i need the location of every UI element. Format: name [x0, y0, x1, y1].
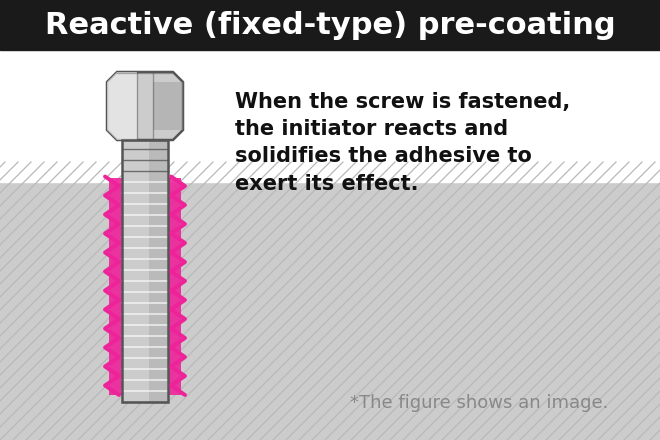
- Polygon shape: [107, 72, 137, 140]
- Bar: [0, 182, 660, 440]
- Text: Reactive (fixed-type) pre-coating: Reactive (fixed-type) pre-coating: [45, 11, 615, 40]
- Polygon shape: [107, 72, 183, 140]
- Bar: [0, 50, 660, 182]
- Text: When the screw is fastened,
the initiator reacts and
solidifies the adhesive to
: When the screw is fastened, the initiato…: [235, 92, 570, 194]
- Text: *The figure shows an image.: *The figure shows an image.: [350, 394, 609, 412]
- Bar: [0, 50, 660, 440]
- Bar: [109, 178, 181, 395]
- Bar: [149, 140, 168, 402]
- Polygon shape: [153, 82, 183, 130]
- Bar: [0, 0, 660, 50]
- Bar: [122, 140, 168, 402]
- Bar: [122, 140, 168, 402]
